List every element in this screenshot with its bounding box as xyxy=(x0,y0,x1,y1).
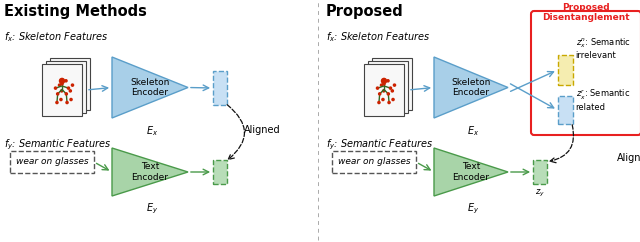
Circle shape xyxy=(391,77,393,79)
Bar xyxy=(368,61,408,113)
Circle shape xyxy=(69,90,72,92)
Circle shape xyxy=(67,87,70,89)
Circle shape xyxy=(381,78,387,83)
Text: Text
Encoder: Text Encoder xyxy=(131,162,168,182)
FancyBboxPatch shape xyxy=(531,11,640,135)
Circle shape xyxy=(390,72,394,77)
Circle shape xyxy=(76,81,77,83)
Text: Skeleton
Encoder: Skeleton Encoder xyxy=(131,78,170,97)
Bar xyxy=(42,64,82,116)
FancyBboxPatch shape xyxy=(10,151,94,173)
Circle shape xyxy=(387,80,389,82)
Circle shape xyxy=(65,80,67,82)
Bar xyxy=(46,61,86,113)
Text: Proposed: Proposed xyxy=(326,4,404,19)
Text: $E_x$: $E_x$ xyxy=(146,124,158,138)
Text: $f_x$: Skeleton Features: $f_x$: Skeleton Features xyxy=(326,30,430,44)
Circle shape xyxy=(60,78,65,83)
Circle shape xyxy=(388,101,390,104)
Circle shape xyxy=(56,101,58,104)
Text: $z_y$: $z_y$ xyxy=(535,188,545,199)
Circle shape xyxy=(70,98,72,101)
Text: $f_y$: Semantic Features: $f_y$: Semantic Features xyxy=(326,138,433,152)
FancyBboxPatch shape xyxy=(557,55,573,85)
Text: Aligned: Aligned xyxy=(244,125,280,135)
Bar xyxy=(364,64,404,116)
Circle shape xyxy=(58,84,61,86)
Circle shape xyxy=(394,84,396,86)
Circle shape xyxy=(382,98,384,101)
Circle shape xyxy=(389,87,392,89)
Circle shape xyxy=(378,101,380,104)
Circle shape xyxy=(396,95,398,98)
Circle shape xyxy=(376,87,379,89)
Circle shape xyxy=(379,93,381,95)
Circle shape xyxy=(61,90,63,92)
FancyBboxPatch shape xyxy=(332,151,416,173)
Circle shape xyxy=(66,101,68,104)
Circle shape xyxy=(386,95,388,98)
Text: Proposed
Disentanglement: Proposed Disentanglement xyxy=(542,3,630,23)
Circle shape xyxy=(74,95,76,98)
Circle shape xyxy=(391,90,394,92)
Polygon shape xyxy=(434,57,508,118)
Circle shape xyxy=(392,98,394,101)
Text: wear on glasses: wear on glasses xyxy=(16,158,88,166)
Circle shape xyxy=(73,87,76,89)
Circle shape xyxy=(383,90,385,92)
Circle shape xyxy=(54,87,56,89)
Circle shape xyxy=(65,93,67,95)
Circle shape xyxy=(69,77,71,79)
Circle shape xyxy=(65,87,67,89)
Text: $E_y$: $E_y$ xyxy=(146,202,158,216)
Circle shape xyxy=(385,76,390,80)
Bar xyxy=(372,58,412,110)
Circle shape xyxy=(56,93,59,95)
Text: $E_y$: $E_y$ xyxy=(467,202,479,216)
Text: wear on glasses: wear on glasses xyxy=(338,158,410,166)
Circle shape xyxy=(397,81,399,83)
Circle shape xyxy=(64,95,66,98)
Text: $f_x$: Skeleton Features: $f_x$: Skeleton Features xyxy=(4,30,108,44)
Circle shape xyxy=(396,87,397,89)
Circle shape xyxy=(67,72,72,77)
FancyBboxPatch shape xyxy=(213,160,227,184)
FancyBboxPatch shape xyxy=(533,160,547,184)
Polygon shape xyxy=(434,148,508,196)
Circle shape xyxy=(72,84,74,86)
Circle shape xyxy=(387,93,389,95)
Circle shape xyxy=(383,83,385,85)
Circle shape xyxy=(387,87,388,89)
Circle shape xyxy=(380,84,383,86)
Text: $f_y$: Semantic Features: $f_y$: Semantic Features xyxy=(4,138,111,152)
Text: Existing Methods: Existing Methods xyxy=(4,4,147,19)
Polygon shape xyxy=(112,57,188,118)
Text: $z_x^r$: Semantic
related: $z_x^r$: Semantic related xyxy=(575,88,630,112)
Circle shape xyxy=(61,83,63,85)
Polygon shape xyxy=(112,148,188,196)
FancyBboxPatch shape xyxy=(557,96,573,124)
Text: $z_x^n$: Semantic
irrelevant: $z_x^n$: Semantic irrelevant xyxy=(575,36,630,60)
Circle shape xyxy=(63,76,68,80)
Bar xyxy=(50,58,90,110)
Text: Skeleton
Encoder: Skeleton Encoder xyxy=(451,78,491,97)
FancyBboxPatch shape xyxy=(213,71,227,105)
Circle shape xyxy=(385,81,387,83)
Text: Aligned: Aligned xyxy=(617,153,640,163)
Circle shape xyxy=(60,98,62,101)
Text: Text
Encoder: Text Encoder xyxy=(452,162,490,182)
Circle shape xyxy=(63,81,65,83)
Text: $E_x$: $E_x$ xyxy=(467,124,479,138)
